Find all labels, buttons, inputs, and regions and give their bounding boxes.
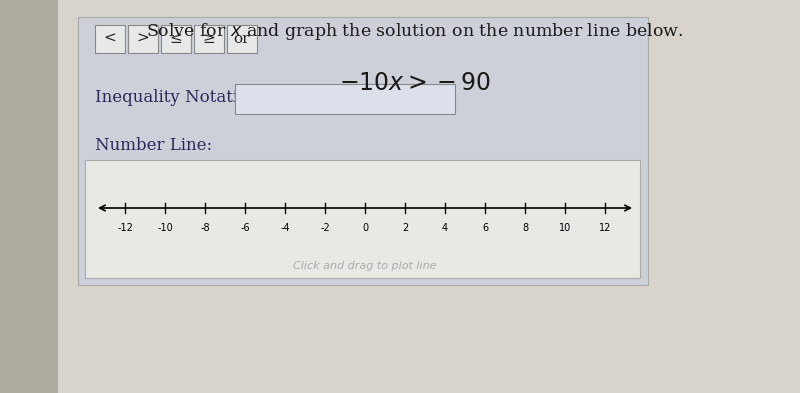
Text: $-10x > -90$: $-10x > -90$ (339, 72, 491, 94)
Text: -6: -6 (240, 223, 250, 233)
Text: Click and drag to plot line: Click and drag to plot line (294, 261, 437, 271)
Text: -8: -8 (200, 223, 210, 233)
FancyBboxPatch shape (235, 84, 455, 114)
Text: 0: 0 (362, 223, 368, 233)
Text: or: or (234, 32, 250, 46)
FancyBboxPatch shape (194, 25, 224, 53)
FancyBboxPatch shape (58, 0, 800, 393)
Text: -10: -10 (157, 223, 173, 233)
Text: 10: 10 (559, 223, 571, 233)
Text: -4: -4 (280, 223, 290, 233)
FancyBboxPatch shape (85, 160, 640, 278)
FancyBboxPatch shape (161, 25, 191, 53)
Text: -2: -2 (320, 223, 330, 233)
Text: ≥: ≥ (202, 32, 215, 46)
Text: 8: 8 (522, 223, 528, 233)
Text: Inequality Notation:: Inequality Notation: (95, 90, 265, 107)
Text: <: < (104, 32, 116, 46)
Text: Solve for $x$ and graph the solution on the number line below.: Solve for $x$ and graph the solution on … (146, 20, 684, 42)
Text: Number Line:: Number Line: (95, 136, 212, 154)
Text: 6: 6 (482, 223, 488, 233)
FancyBboxPatch shape (0, 0, 58, 393)
FancyBboxPatch shape (95, 25, 125, 53)
Text: ≤: ≤ (170, 32, 182, 46)
FancyBboxPatch shape (128, 25, 158, 53)
Text: 12: 12 (599, 223, 611, 233)
Text: -12: -12 (117, 223, 133, 233)
Text: 2: 2 (402, 223, 408, 233)
Text: >: > (137, 32, 150, 46)
FancyBboxPatch shape (78, 17, 648, 285)
FancyBboxPatch shape (227, 25, 257, 53)
Text: 4: 4 (442, 223, 448, 233)
